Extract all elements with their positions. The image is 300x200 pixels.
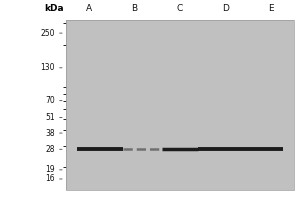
Text: 19: 19 <box>45 165 55 174</box>
Text: 28: 28 <box>45 145 55 154</box>
Text: C: C <box>177 4 183 13</box>
Text: 70: 70 <box>45 96 55 105</box>
Text: kDa: kDa <box>44 4 64 13</box>
Text: 51: 51 <box>45 113 55 122</box>
Text: 250: 250 <box>40 29 55 38</box>
Text: D: D <box>222 4 229 13</box>
Text: A: A <box>86 4 92 13</box>
Bar <box>66 20 294 190</box>
Text: E: E <box>268 4 274 13</box>
Text: B: B <box>131 4 137 13</box>
Text: 16: 16 <box>45 174 55 183</box>
Text: 38: 38 <box>45 129 55 138</box>
Text: 130: 130 <box>40 63 55 72</box>
